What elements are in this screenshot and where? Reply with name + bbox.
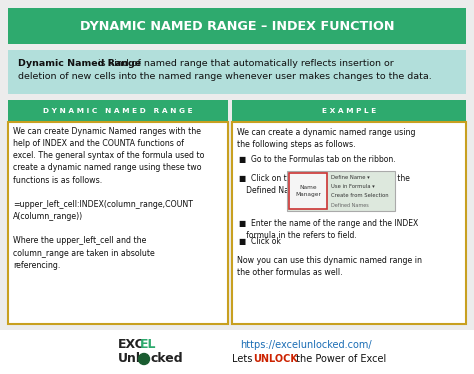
FancyBboxPatch shape	[0, 330, 474, 374]
FancyBboxPatch shape	[8, 122, 228, 324]
Text: Defined Names: Defined Names	[331, 203, 369, 208]
Text: Use in Formula ▾: Use in Formula ▾	[331, 184, 375, 189]
Text: the Power of Excel: the Power of Excel	[293, 354, 386, 364]
Text: ■  Click on the Name Manager Button in the
   Defined Names Group.: ■ Click on the Name Manager Button in th…	[239, 174, 410, 195]
Text: E X A M P L E: E X A M P L E	[322, 108, 376, 114]
Text: Define Name ▾: Define Name ▾	[331, 175, 370, 180]
FancyBboxPatch shape	[287, 171, 395, 211]
Text: Now you can use this dynamic named range in
the other formulas as well.: Now you can use this dynamic named range…	[237, 256, 422, 277]
Text: We can create a dynamic named range using
the following steps as follows.: We can create a dynamic named range usin…	[237, 128, 416, 149]
FancyBboxPatch shape	[232, 100, 466, 122]
Text: EL: EL	[140, 338, 156, 352]
FancyBboxPatch shape	[232, 122, 466, 324]
Circle shape	[138, 353, 149, 365]
Text: ■  Click ok: ■ Click ok	[239, 237, 281, 246]
Text: Create from Selection: Create from Selection	[331, 193, 389, 198]
Text: EXC: EXC	[118, 338, 145, 352]
Text: DYNAMIC NAMED RANGE – INDEX FUNCTION: DYNAMIC NAMED RANGE – INDEX FUNCTION	[80, 19, 394, 33]
Text: We can create Dynamic Named ranges with the
help of INDEX and the COUNTA functio: We can create Dynamic Named ranges with …	[13, 127, 204, 270]
Text: Name
Manager: Name Manager	[295, 186, 321, 197]
Text: Unl: Unl	[118, 353, 141, 365]
Text: https://excelunlocked.com/: https://excelunlocked.com/	[240, 340, 372, 350]
Text: is kind of named range that automatically reflects insertion or: is kind of named range that automaticall…	[95, 59, 394, 68]
Text: D Y N A M I C   N A M E D   R A N G E: D Y N A M I C N A M E D R A N G E	[43, 108, 193, 114]
Text: Dynamic Named Range: Dynamic Named Range	[18, 59, 141, 68]
Text: ■  Go to the Formulas tab on the ribbon.: ■ Go to the Formulas tab on the ribbon.	[239, 155, 396, 164]
FancyBboxPatch shape	[8, 8, 466, 44]
Text: UNLOCK: UNLOCK	[253, 354, 298, 364]
FancyBboxPatch shape	[8, 100, 228, 122]
Text: cked: cked	[151, 353, 183, 365]
Text: Lets: Lets	[232, 354, 255, 364]
FancyBboxPatch shape	[8, 50, 466, 94]
Text: deletion of new cells into the named range whenever user makes changes to the da: deletion of new cells into the named ran…	[18, 72, 432, 81]
FancyBboxPatch shape	[289, 173, 327, 209]
Text: ■  Enter the name of the range and the INDEX
   formula in the refers to field.: ■ Enter the name of the range and the IN…	[239, 219, 418, 240]
